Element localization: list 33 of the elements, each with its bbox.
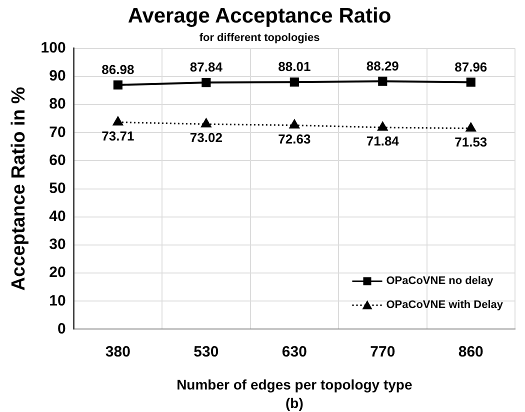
data-label: 87.96 [454,59,488,74]
data-label: 71.84 [366,134,400,149]
y-tick-label: 10 [49,292,66,310]
data-label: 88.01 [278,59,311,74]
x-tick-label: 630 [282,343,307,360]
y-tick-label: 0 [57,320,66,338]
legend-label: OPaCoVNE with Delay [386,299,504,312]
x-axis-title: Number of edges per topology type [176,376,412,392]
data-label: 88.29 [366,58,399,74]
x-tick-label: 380 [105,343,130,360]
y-tick-label: 50 [49,180,66,197]
chart-subtitle: for different topologies [199,32,320,44]
y-tick-label: 30 [49,236,66,254]
data-label: 72.63 [278,131,311,146]
chart-title: Average Acceptance Ratio [128,4,392,28]
x-tick-label: 860 [458,343,484,360]
y-tick-label: 70 [49,124,66,141]
y-axis-title: Acceptance Ratio in % [8,86,30,291]
y-tick-label: 80 [49,96,66,113]
y-tick-label: 60 [49,152,66,169]
data-label: 87.84 [190,60,224,75]
legend-label: OPaCoVNE no delay [386,275,494,288]
y-tick-label: 40 [49,208,66,226]
data-label: 71.53 [454,134,488,150]
data-label: 73.02 [190,130,222,146]
text: (b) [285,394,304,411]
y-tick-label: 20 [49,264,66,282]
data-label: 86.98 [102,62,134,78]
y-tick-label: 90 [49,68,66,85]
x-tick-label: 770 [370,343,396,360]
y-tick-label: 100 [40,40,66,57]
data-label: 73.71 [102,128,134,144]
x-tick-label: 530 [194,343,219,360]
